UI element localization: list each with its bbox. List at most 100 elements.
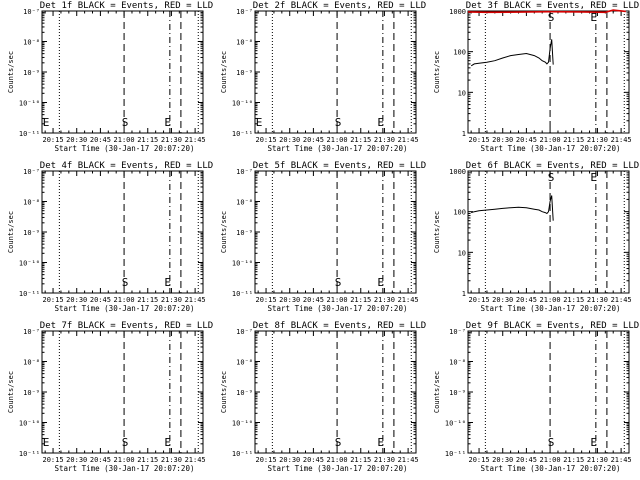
panel-det-8: Det 8f BLACK = Events, RED = LLD 10⁻¹¹ 10⁻… [220, 321, 426, 473]
panel-title: Det 8f BLACK = Events, RED = LLD [253, 321, 426, 331]
y-tick-label: 10⁻¹¹ [232, 290, 253, 298]
x-axis-label: Start Time (30-Jan-17 20:07:20) [481, 304, 621, 313]
series-line-events [471, 195, 554, 221]
plot-frame [41, 170, 204, 294]
panel-title: Det 5f BLACK = Events, RED = LLD [253, 161, 426, 171]
x-tick-label: 21:45 [611, 456, 632, 464]
x-tick-label: 20:45 [90, 136, 111, 144]
panel-title: Det 4f BLACK = Events, RED = LLD [40, 161, 213, 171]
x-tick-label: 21:45 [611, 296, 632, 304]
x-tick-label: 20:30 [279, 296, 300, 304]
x-tick-label: 21:45 [398, 296, 419, 304]
y-tick-label: 10⁻¹⁰ [445, 420, 466, 428]
y-tick-label: 1000 [449, 8, 466, 16]
end-marker-E-left: E [43, 436, 50, 449]
x-tick-label: 21:30 [587, 136, 608, 144]
x-tick-label: 21:30 [161, 456, 182, 464]
y-axis-label: Counts/sec [433, 371, 441, 413]
y-tick-label: 10⁻⁷ [236, 328, 253, 336]
x-tick-label: 21:00 [114, 296, 135, 304]
y-tick-label: 10 [458, 89, 466, 97]
y-axis-label: Counts/sec [220, 371, 228, 413]
x-tick-label: 21:00 [540, 296, 561, 304]
panel-det-6: Det 6f BLACK = Events, RED = LLD 1 10 100 10… [433, 161, 639, 313]
start-marker-S: S [335, 116, 342, 129]
x-tick-label: 21:15 [563, 136, 584, 144]
end-marker-E-left: E [43, 116, 50, 129]
y-tick-label: 10⁻⁹ [23, 229, 40, 237]
end-marker-E: E [164, 276, 171, 289]
x-tick-label: 21:30 [374, 456, 395, 464]
x-tick-label: 21:15 [350, 456, 371, 464]
series-line-events [470, 39, 554, 67]
x-tick-label: 21:00 [540, 136, 561, 144]
panel-det-9: Det 9f BLACK = Events, RED = LLD 10⁻¹¹ 10⁻… [433, 321, 639, 473]
start-marker-S: S [335, 436, 342, 449]
panel-title: Det 6f BLACK = Events, RED = LLD [466, 161, 639, 171]
y-tick-label: 10 [458, 249, 466, 257]
y-axis-label: Counts/sec [220, 211, 228, 253]
y-tick-label: 10⁻⁹ [236, 69, 253, 77]
panel-det-5: Det 5f BLACK = Events, RED = LLD 10⁻¹¹ 10⁻… [220, 161, 426, 313]
y-tick-label: 100 [453, 209, 466, 217]
x-axis-label: Start Time (30-Jan-17 20:07:20) [55, 464, 195, 473]
start-marker-S: S [335, 276, 342, 289]
x-tick-label: 21:15 [137, 296, 158, 304]
x-tick-label: 21:15 [350, 136, 371, 144]
end-marker-E: E [590, 11, 597, 24]
x-tick-label: 20:15 [469, 456, 490, 464]
x-tick-label: 20:45 [303, 296, 324, 304]
end-marker-E: E [377, 276, 384, 289]
x-tick-label: 21:30 [161, 136, 182, 144]
plot-frame [41, 10, 204, 134]
x-tick-label: 21:00 [114, 456, 135, 464]
panel-title: Det 3f BLACK = Events, RED = LLD [466, 1, 639, 11]
end-marker-E: E [590, 436, 597, 449]
y-axis-label: Counts/sec [220, 51, 228, 93]
y-axis-label: Counts/sec [433, 51, 441, 93]
end-marker-E: E [377, 116, 384, 129]
end-marker-E-left: E [256, 116, 263, 129]
x-tick-label: 21:15 [350, 296, 371, 304]
y-tick-label: 100 [453, 49, 466, 57]
y-tick-label: 10⁻⁷ [23, 168, 40, 176]
x-tick-label: 20:30 [492, 456, 513, 464]
y-tick-label: 10⁻¹⁰ [19, 260, 40, 268]
x-tick-label: 20:15 [256, 296, 277, 304]
x-axis-label: Start Time (30-Jan-17 20:07:20) [481, 144, 621, 153]
plot-frame [467, 330, 630, 454]
x-tick-label: 21:15 [137, 456, 158, 464]
y-tick-label: 10⁻¹¹ [232, 130, 253, 138]
x-axis-label: Start Time (30-Jan-17 20:07:20) [55, 144, 195, 153]
x-tick-label: 21:15 [563, 456, 584, 464]
x-axis-label: Start Time (30-Jan-17 20:07:20) [268, 464, 408, 473]
x-tick-label: 20:15 [469, 296, 490, 304]
x-tick-label: 21:45 [398, 456, 419, 464]
y-axis-label: Counts/sec [433, 211, 441, 253]
x-axis-label: Start Time (30-Jan-17 20:07:20) [268, 304, 408, 313]
x-tick-label: 21:30 [161, 296, 182, 304]
x-tick-label: 21:00 [114, 136, 135, 144]
x-tick-label: 21:15 [137, 136, 158, 144]
y-tick-label: 10⁻⁹ [23, 69, 40, 77]
x-tick-label: 21:30 [587, 296, 608, 304]
x-tick-label: 20:45 [303, 136, 324, 144]
x-tick-label: 21:45 [611, 136, 632, 144]
panel-title: Det 7f BLACK = Events, RED = LLD [40, 321, 213, 331]
y-tick-label: 10⁻⁹ [23, 389, 40, 397]
x-tick-label: 21:15 [563, 296, 584, 304]
y-tick-label: 10⁻⁷ [449, 328, 466, 336]
y-tick-label: 10⁻⁷ [23, 8, 40, 16]
x-tick-label: 20:30 [279, 456, 300, 464]
x-tick-label: 20:45 [516, 136, 537, 144]
start-marker-S: S [548, 11, 555, 24]
start-marker-S: S [548, 171, 555, 184]
y-tick-label: 10⁻¹⁰ [19, 100, 40, 108]
x-tick-label: 21:30 [374, 296, 395, 304]
plot-frame [254, 10, 417, 134]
x-tick-label: 21:45 [398, 136, 419, 144]
y-tick-label: 10⁻⁸ [23, 39, 40, 47]
y-tick-label: 10⁻⁷ [23, 328, 40, 336]
panel-title: Det 1f BLACK = Events, RED = LLD [40, 1, 213, 11]
series-line-lld [467, 9, 626, 14]
